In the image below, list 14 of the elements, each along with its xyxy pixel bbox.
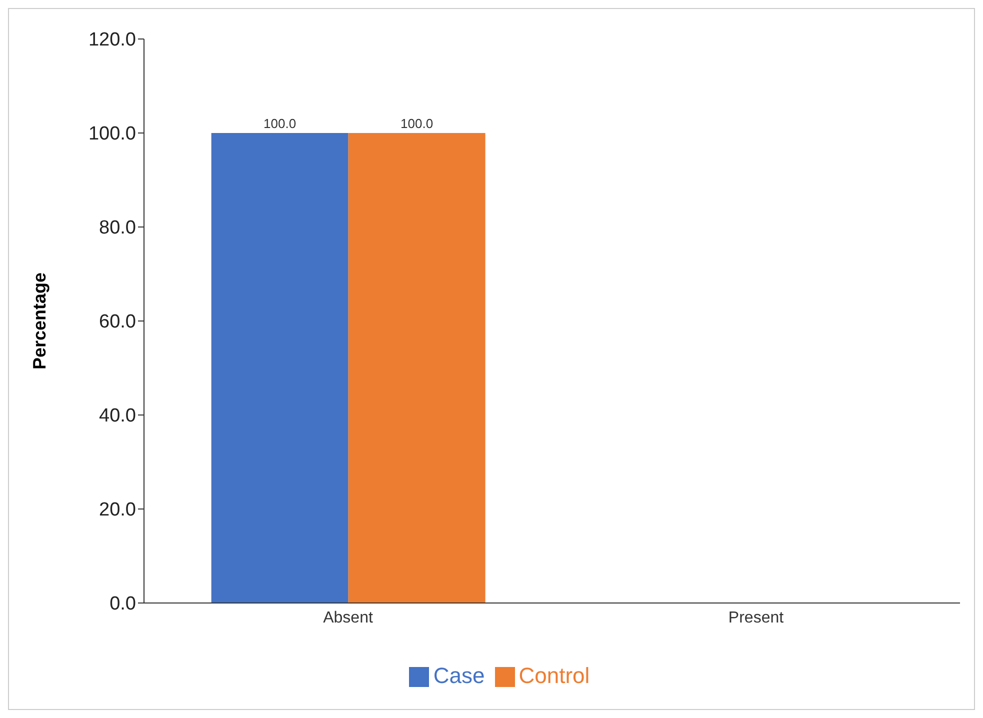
y-tick-label: 120.0 — [88, 30, 136, 51]
data-label: 100.0 — [400, 116, 434, 131]
x-tick-label: Present — [728, 609, 784, 626]
legend-label: Case — [433, 663, 485, 688]
y-axis-title: Percentage — [29, 272, 50, 370]
y-tick-label: 20.0 — [99, 500, 136, 521]
y-tick-label: 0.0 — [110, 594, 136, 615]
y-tick-label: 60.0 — [99, 312, 136, 333]
y-tick-label: 40.0 — [99, 406, 136, 427]
data-label: 100.0 — [264, 116, 296, 131]
y-tick-label: 80.0 — [99, 218, 136, 239]
x-tick-label: Absent — [323, 609, 374, 626]
y-tick-label: 100.0 — [88, 124, 136, 145]
legend-label: Control — [518, 663, 590, 688]
